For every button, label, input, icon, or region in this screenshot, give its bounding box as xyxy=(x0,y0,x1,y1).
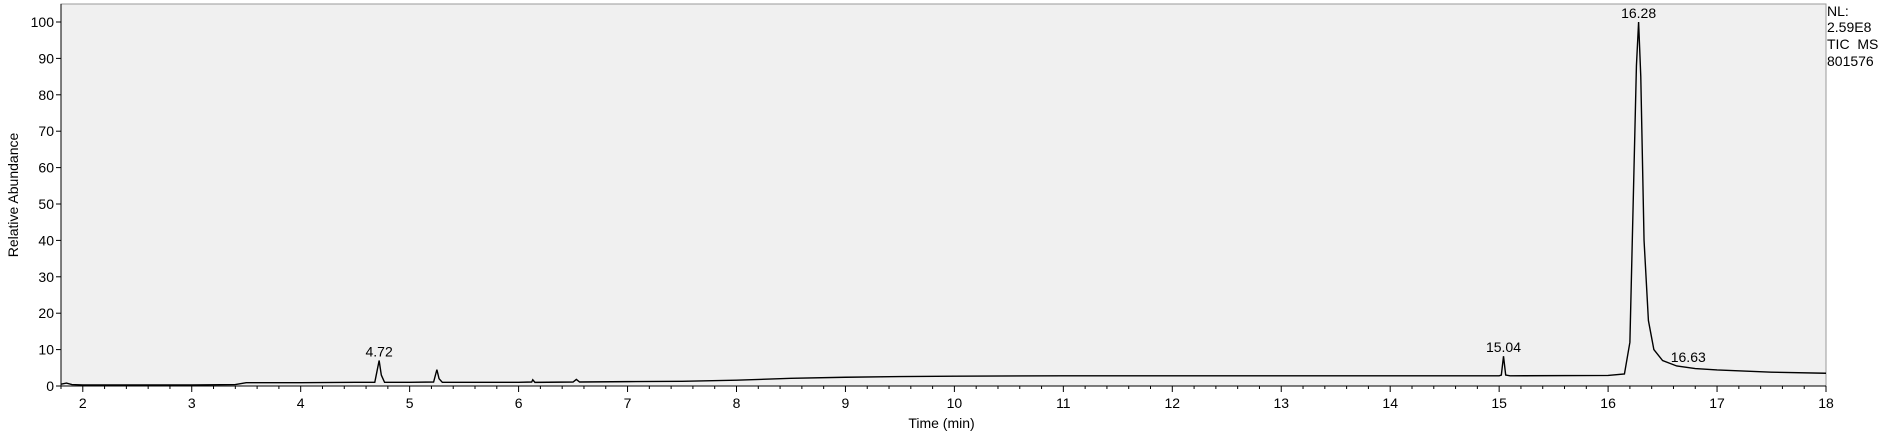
y-tick-label: 20 xyxy=(38,305,54,321)
plot-area xyxy=(60,3,1827,387)
y-axis-ticks: 0 10 20 30 40 50 60 70 80 90 100 xyxy=(31,14,61,394)
x-tick-label: 16 xyxy=(1600,395,1616,411)
y-tick-label: 40 xyxy=(38,232,54,248)
x-tick-label: 12 xyxy=(1165,395,1181,411)
y-tick-label: 60 xyxy=(38,160,54,176)
x-tick-label: 15 xyxy=(1491,395,1507,411)
y-tick-label: 0 xyxy=(46,378,54,394)
x-tick-label: 13 xyxy=(1273,395,1289,411)
y-tick-label: 50 xyxy=(38,196,54,212)
x-tick-label: 8 xyxy=(733,395,741,411)
y-axis-title: Relative Abundance xyxy=(5,133,21,258)
x-tick-label: 14 xyxy=(1382,395,1398,411)
sample-id-label: 801576 xyxy=(1827,53,1874,69)
x-tick-label: 2 xyxy=(79,395,87,411)
y-tick-label: 100 xyxy=(31,14,55,30)
peak-label: 15.04 xyxy=(1486,339,1521,355)
peak-label: 16.63 xyxy=(1671,349,1706,365)
x-tick-label: 17 xyxy=(1709,395,1725,411)
normalization-level-label: NL: xyxy=(1827,3,1849,19)
normalization-level-value: 2.59E8 xyxy=(1827,19,1872,35)
y-tick-label: 90 xyxy=(38,50,54,66)
x-tick-label: 4 xyxy=(297,395,305,411)
peak-label: 16.28 xyxy=(1621,5,1656,21)
scan-filter-label: TIC MS xyxy=(1827,36,1878,52)
x-tick-label: 11 xyxy=(1056,395,1071,411)
x-tick-label: 6 xyxy=(515,395,523,411)
tic-trace-line xyxy=(60,21,1827,386)
y-tick-label: 30 xyxy=(38,269,54,285)
x-tick-label: 10 xyxy=(947,395,963,411)
peak-labels: 4.72 15.04 16.28 16.63 xyxy=(366,5,1706,365)
y-tick-label: 80 xyxy=(38,87,54,103)
y-tick-label: 70 xyxy=(38,123,54,139)
x-axis-title: Time (min) xyxy=(908,415,974,431)
x-tick-label: 18 xyxy=(1818,395,1834,411)
y-tick-label: 10 xyxy=(38,342,54,358)
x-tick-label: 7 xyxy=(624,395,632,411)
x-tick-label: 9 xyxy=(842,395,850,411)
x-tick-label: 3 xyxy=(188,395,196,411)
x-axis-ticks: 2 3 4 5 6 7 8 9 10 11 12 13 14 15 16 17 18 xyxy=(60,386,1834,411)
x-tick-label: 5 xyxy=(406,395,414,411)
peak-label: 4.72 xyxy=(366,344,393,360)
